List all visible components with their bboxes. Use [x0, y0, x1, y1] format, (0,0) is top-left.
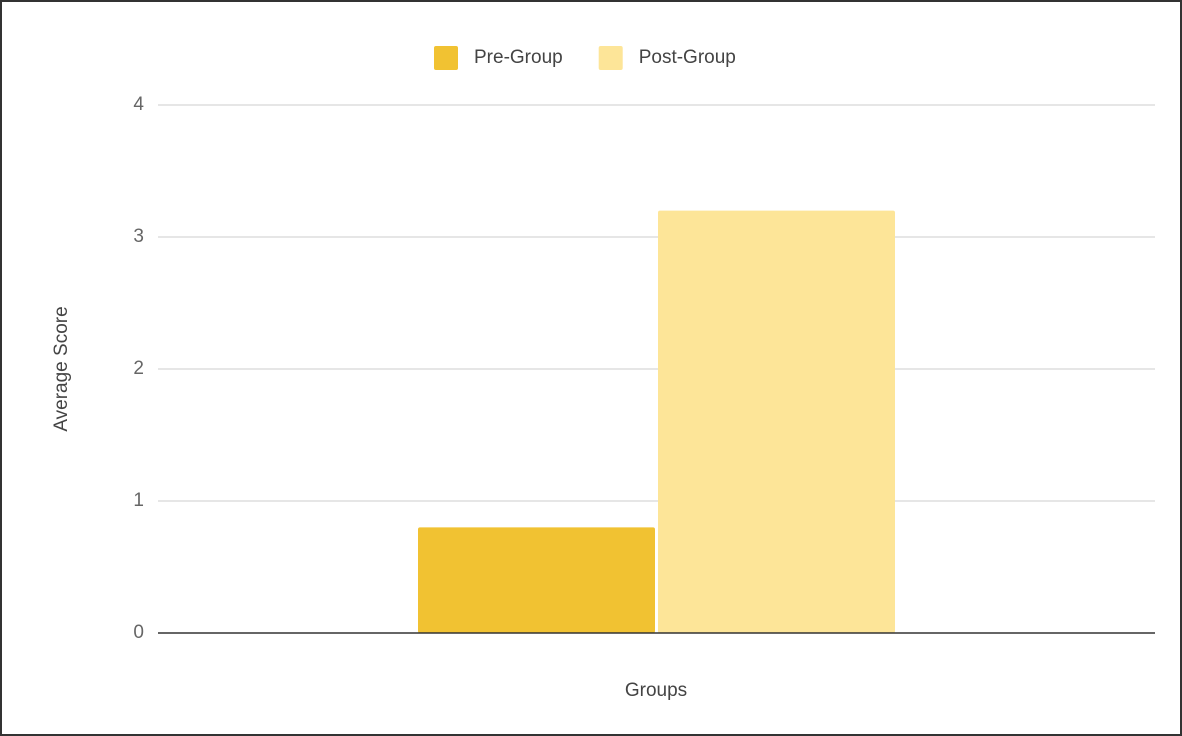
legend-swatch: [434, 46, 458, 70]
x-axis-label: Groups: [625, 680, 687, 701]
y-tick-label: 0: [133, 622, 144, 643]
y-tick-label: 4: [133, 94, 144, 115]
y-tick-label: 1: [133, 490, 144, 511]
y-tick-label: 3: [133, 226, 144, 247]
y-axis-label: Average Score: [51, 306, 72, 431]
bar: [418, 527, 655, 633]
y-tick-label: 2: [133, 358, 144, 379]
legend-label: Pre-Group: [474, 47, 563, 68]
legend-label: Post-Group: [639, 47, 736, 68]
bar: [658, 210, 895, 633]
legend-swatch: [598, 46, 623, 70]
